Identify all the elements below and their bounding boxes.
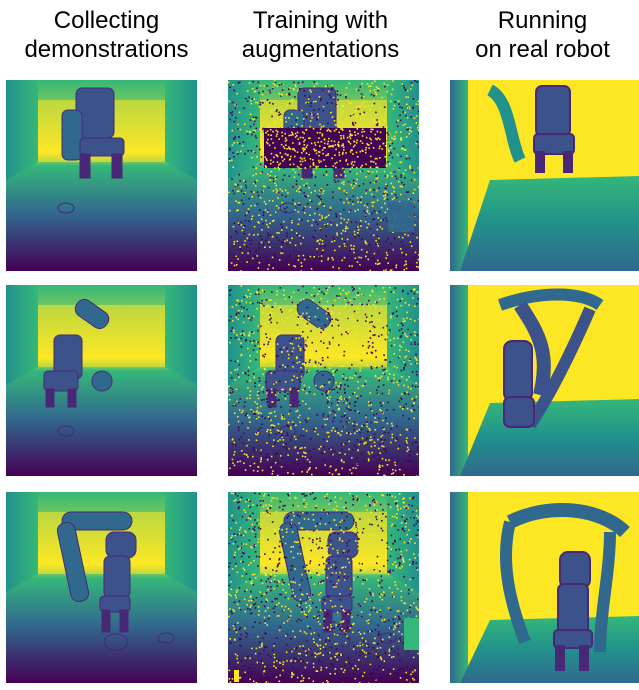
depth-image-real-robot-1 xyxy=(450,80,639,271)
depth-image-canvas xyxy=(6,492,197,683)
depth-image-canvas xyxy=(450,285,639,476)
column-header-line: demonstrations xyxy=(24,36,189,63)
column-header-demonstrations: Collecting demonstrations xyxy=(0,6,213,64)
column-header-line: augmentations xyxy=(241,36,400,63)
depth-image-canvas xyxy=(228,285,419,476)
column-header-line: Running xyxy=(497,7,588,34)
depth-image-augmented-1 xyxy=(228,80,419,271)
depth-image-demonstration-3 xyxy=(6,492,197,683)
depth-image-demonstration-2 xyxy=(6,285,197,476)
depth-image-demonstration-1 xyxy=(6,80,197,271)
depth-image-real-robot-3 xyxy=(450,492,639,683)
depth-image-real-robot-2 xyxy=(450,285,639,476)
column-header-real-robot: Running on real robot xyxy=(436,6,639,64)
column-header-line: Training with xyxy=(252,7,389,34)
column-header-augmentations: Training with augmentations xyxy=(214,6,427,64)
column-header-line: Collecting xyxy=(53,7,160,34)
depth-image-augmented-3 xyxy=(228,492,419,683)
depth-image-canvas xyxy=(450,80,639,271)
depth-image-canvas xyxy=(6,80,197,271)
depth-image-canvas xyxy=(228,80,419,271)
column-header-line: on real robot xyxy=(475,36,610,63)
depth-image-augmented-2 xyxy=(228,285,419,476)
depth-image-canvas xyxy=(450,492,639,683)
depth-image-canvas xyxy=(228,492,419,683)
depth-image-canvas xyxy=(6,285,197,476)
